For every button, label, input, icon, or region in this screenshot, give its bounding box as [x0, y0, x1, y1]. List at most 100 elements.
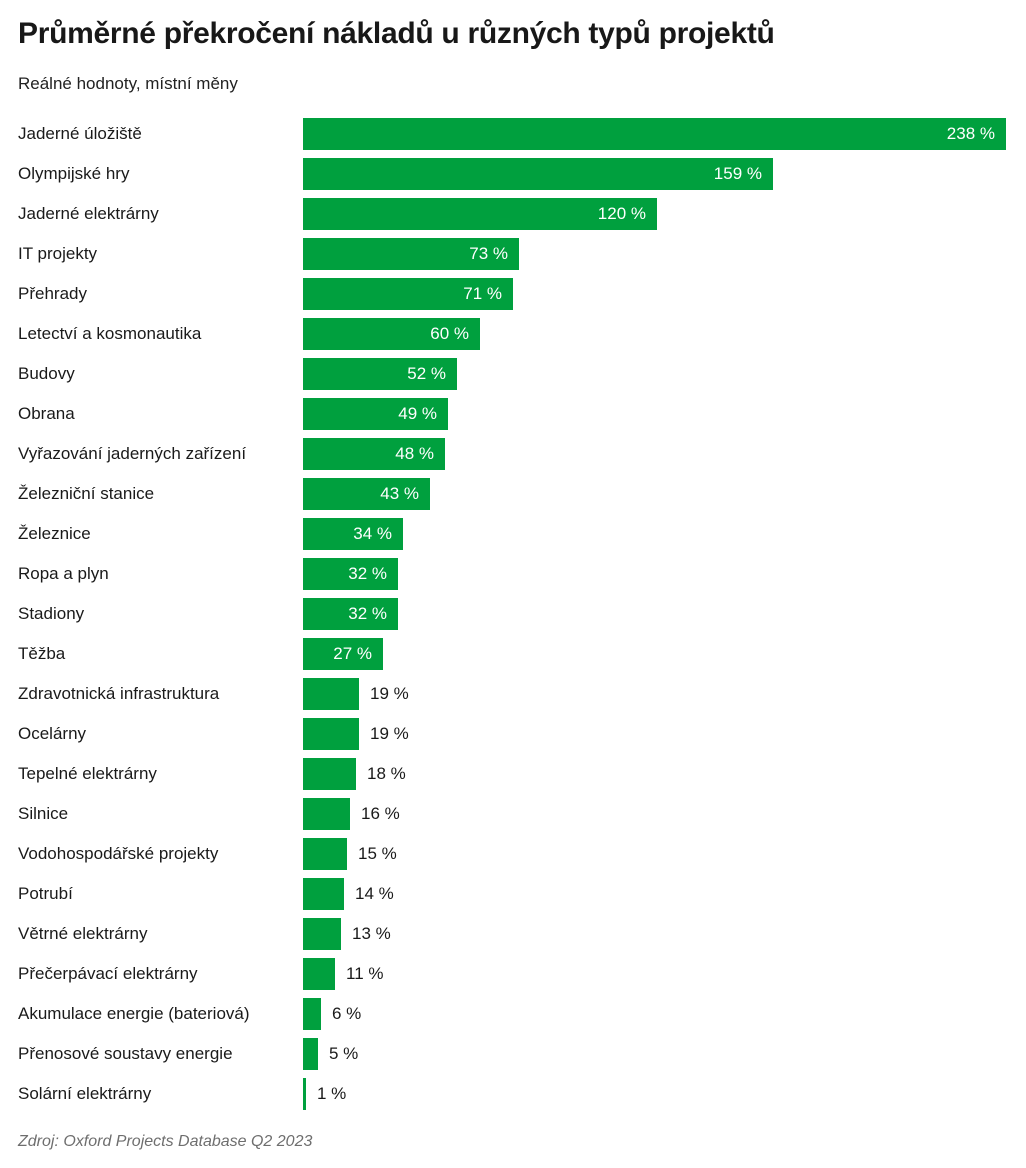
bar-track: 32 %	[303, 558, 1006, 590]
bar-row: Stadiony 32 %	[18, 594, 1006, 634]
bar-row: IT projekty 73 %	[18, 234, 1006, 274]
bar-track: 34 %	[303, 518, 1006, 550]
bar-row: Železniční stanice 43 %	[18, 474, 1006, 514]
bar-track: 27 %	[303, 638, 1006, 670]
value-label: 1 %	[317, 1084, 347, 1103]
category-label: Přenosové soustavy energie	[18, 1044, 233, 1063]
category-label: Ropa a plyn	[18, 564, 109, 583]
category-label: Letectví a kosmonautika	[18, 324, 202, 343]
bar-row: Potrubí 14 %	[18, 874, 1006, 914]
value-label: 120 %	[597, 204, 646, 223]
bar-row: Vyřazování jaderných zařízení 48 %	[18, 434, 1006, 474]
value-label: 13 %	[352, 924, 391, 943]
bar: 43 %	[303, 478, 430, 510]
value-label: 159 %	[713, 164, 762, 183]
bar-track: 5 %	[303, 1038, 1006, 1070]
bar-track: 16 %	[303, 798, 1006, 830]
bar-row: Jaderné elektrárny 120 %	[18, 194, 1006, 234]
value-label: 71 %	[463, 284, 502, 303]
bar-row: Větrné elektrárny 13 %	[18, 914, 1006, 954]
bar-row: Obrana 49 %	[18, 394, 1006, 434]
chart-subtitle: Reálné hodnoty, místní měny	[18, 74, 238, 93]
category-label: Stadiony	[18, 604, 85, 623]
bar: 32 %	[303, 598, 398, 630]
value-label: 6 %	[332, 1004, 362, 1023]
value-label: 32 %	[348, 564, 387, 583]
category-label: Potrubí	[18, 884, 73, 903]
bar-track: 19 %	[303, 718, 1006, 750]
bar-track: 19 %	[303, 678, 1006, 710]
value-label: 14 %	[355, 884, 394, 903]
bar	[303, 798, 350, 830]
bar-row: Těžba 27 %	[18, 634, 1006, 674]
bar-row: Železnice 34 %	[18, 514, 1006, 554]
value-label: 19 %	[370, 724, 409, 743]
category-label: Zdravotnická infrastruktura	[18, 684, 220, 703]
bar: 71 %	[303, 278, 513, 310]
bar: 52 %	[303, 358, 457, 390]
bar-row: Ropa a plyn 32 %	[18, 554, 1006, 594]
bar-track: 60 %	[303, 318, 1006, 350]
bar-track: 52 %	[303, 358, 1006, 390]
category-label: Obrana	[18, 404, 75, 423]
value-label: 11 %	[346, 964, 384, 983]
page-title: Průměrné překročení nákladů u různých ty…	[18, 17, 775, 50]
bar-row: Přehrady 71 %	[18, 274, 1006, 314]
category-label: Těžba	[18, 644, 66, 663]
bar-row: Přenosové soustavy energie 5 %	[18, 1034, 1006, 1074]
category-label: Přečerpávací elektrárny	[18, 964, 198, 983]
bar-row: Letectví a kosmonautika 60 %	[18, 314, 1006, 354]
category-label: Přehrady	[18, 284, 87, 303]
value-label: 52 %	[407, 364, 446, 383]
bar-row: Akumulace energie (bateriová) 6 %	[18, 994, 1006, 1034]
bar-track: 11 %	[303, 958, 1006, 990]
category-label: Vodohospodářské projekty	[18, 844, 219, 863]
bar-row: Tepelné elektrárny 18 %	[18, 754, 1006, 794]
bar: 27 %	[303, 638, 383, 670]
chart-card: Průměrné překročení nákladů u různých ty…	[0, 16, 1026, 1151]
value-label: 16 %	[361, 804, 400, 823]
bar-track: 1 %	[303, 1078, 1006, 1110]
category-label: Ocelárny	[18, 724, 87, 743]
value-label: 32 %	[348, 604, 387, 623]
bar-track: 14 %	[303, 878, 1006, 910]
bar: 73 %	[303, 238, 519, 270]
bar-track: 32 %	[303, 598, 1006, 630]
bar-row: Olympijské hry 159 %	[18, 154, 1006, 194]
bar	[303, 718, 359, 750]
bar-track: 238 %	[303, 118, 1006, 150]
value-label: 5 %	[329, 1044, 359, 1063]
value-label: 15 %	[358, 844, 397, 863]
bar: 49 %	[303, 398, 448, 430]
category-label: Jaderné elektrárny	[18, 204, 159, 223]
category-label: Silnice	[18, 804, 69, 823]
value-label: 238 %	[946, 124, 995, 143]
category-label: Železniční stanice	[18, 484, 155, 503]
bar-track: 18 %	[303, 758, 1006, 790]
bar	[303, 758, 356, 790]
value-label: 48 %	[395, 444, 434, 463]
value-label: 43 %	[380, 484, 419, 503]
source-note: Zdroj: Oxford Projects Database Q2 2023	[18, 1133, 313, 1150]
value-label: 34 %	[353, 524, 392, 543]
bar: 238 %	[303, 118, 1006, 150]
bar-track: 13 %	[303, 918, 1006, 950]
bar-track: 71 %	[303, 278, 1006, 310]
value-label: 49 %	[398, 404, 437, 423]
category-label: Olympijské hry	[18, 164, 130, 183]
bar-rows: Jaderné úložiště 238 % Olympijské hry 159 %…	[18, 114, 1006, 1114]
bar	[303, 1038, 318, 1070]
category-label: Vyřazování jaderných zařízení	[18, 444, 247, 463]
bar	[303, 1078, 306, 1110]
value-label: 19 %	[370, 684, 409, 703]
bar: 159 %	[303, 158, 773, 190]
category-label: IT projekty	[18, 244, 98, 263]
bar-row: Jaderné úložiště 238 %	[18, 114, 1006, 154]
bar-track: 6 %	[303, 998, 1006, 1030]
category-label: Akumulace energie (bateriová)	[18, 1004, 250, 1023]
bar-row: Solární elektrárny 1 %	[18, 1074, 1006, 1114]
bar	[303, 678, 359, 710]
category-label: Tepelné elektrárny	[18, 764, 157, 783]
bar	[303, 958, 335, 990]
value-label: 60 %	[430, 324, 469, 343]
